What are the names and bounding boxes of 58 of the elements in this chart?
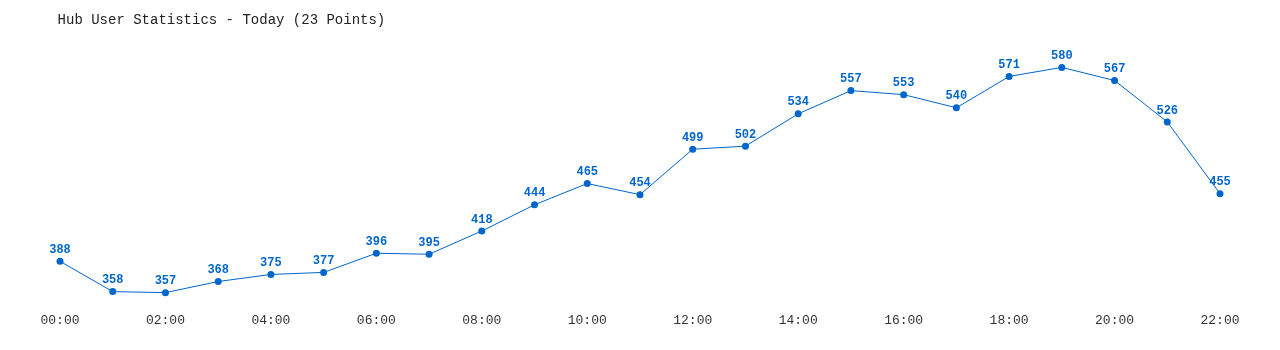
data-label: 375 bbox=[260, 256, 282, 271]
x-tick-label: 02:00 bbox=[145, 313, 185, 328]
data-label: 580 bbox=[1051, 49, 1073, 63]
data-label: 368 bbox=[207, 263, 229, 278]
point bbox=[952, 104, 960, 112]
point bbox=[1058, 63, 1066, 71]
data-label: 465 bbox=[576, 165, 599, 180]
point bbox=[372, 249, 380, 257]
point bbox=[267, 270, 275, 278]
point bbox=[1216, 190, 1224, 198]
x-tick-label: 12:00 bbox=[673, 313, 713, 328]
data-label: 358 bbox=[101, 273, 124, 288]
point bbox=[56, 257, 64, 265]
x-tick-label: 08:00 bbox=[462, 313, 502, 328]
data-label: 377 bbox=[312, 254, 335, 269]
x-tick-label: 06:00 bbox=[356, 313, 396, 328]
data-label: 571 bbox=[998, 58, 1020, 73]
x-tick-label: 16:00 bbox=[884, 313, 924, 328]
data-label: 526 bbox=[1156, 103, 1179, 118]
point bbox=[1005, 72, 1013, 80]
point bbox=[161, 289, 169, 297]
point bbox=[741, 142, 749, 150]
point bbox=[1111, 77, 1119, 85]
chart-title: Hub User Statistics - Today (23 Points) bbox=[57, 11, 386, 28]
data-label: 502 bbox=[734, 127, 757, 142]
data-label: 357 bbox=[154, 274, 177, 289]
data-label: 553 bbox=[892, 76, 915, 91]
point bbox=[320, 268, 328, 276]
x-tick-label: 20:00 bbox=[1095, 313, 1135, 328]
point bbox=[636, 191, 644, 199]
data-label: 540 bbox=[945, 89, 968, 104]
data-label: 444 bbox=[523, 186, 546, 201]
point bbox=[794, 110, 802, 118]
data-label: 395 bbox=[418, 235, 440, 250]
point bbox=[425, 250, 433, 258]
x-tick-label: 22:00 bbox=[1200, 313, 1240, 328]
data-label: 499 bbox=[681, 130, 704, 145]
data-label: 557 bbox=[840, 72, 862, 87]
x-tick-label: 18:00 bbox=[989, 313, 1029, 328]
x-tick-label: 04:00 bbox=[251, 313, 291, 328]
point bbox=[900, 91, 908, 99]
point bbox=[531, 201, 539, 209]
point bbox=[689, 145, 697, 153]
data-label: 396 bbox=[365, 234, 388, 249]
x-tick-label: 14:00 bbox=[778, 313, 818, 328]
x-tick-label: 00:00 bbox=[40, 313, 80, 328]
point bbox=[214, 278, 222, 286]
point bbox=[583, 180, 591, 188]
x-tick-label: 10:00 bbox=[567, 313, 607, 328]
data-label: 454 bbox=[629, 176, 651, 191]
point bbox=[109, 288, 117, 296]
point bbox=[1163, 118, 1171, 126]
point bbox=[478, 227, 486, 235]
data-label: 567 bbox=[1103, 62, 1126, 77]
point bbox=[847, 87, 855, 95]
data-label: 388 bbox=[49, 242, 71, 257]
data-label: 534 bbox=[787, 95, 809, 110]
data-label: 418 bbox=[471, 212, 493, 227]
